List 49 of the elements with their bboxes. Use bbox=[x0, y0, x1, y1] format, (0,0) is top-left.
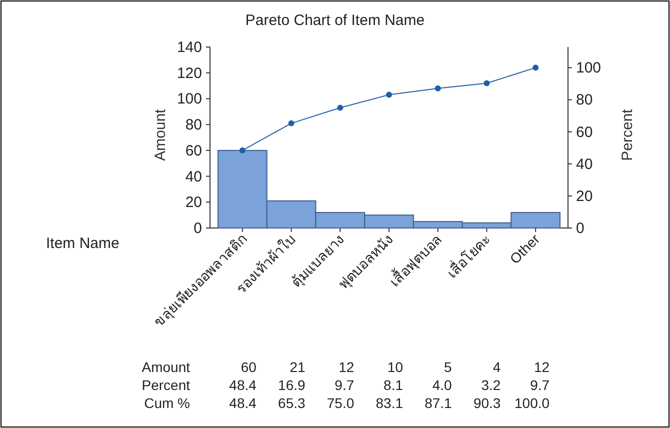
data-label: 75.0 bbox=[326, 395, 354, 411]
x-axis-title: Item Name bbox=[46, 235, 120, 252]
data-label: 100.0 bbox=[514, 395, 550, 411]
y2-tick-label: 0 bbox=[576, 220, 584, 237]
y-tick-label: 100 bbox=[176, 90, 202, 108]
data-label: 60 bbox=[240, 359, 257, 375]
data-label: 83.1 bbox=[376, 395, 404, 411]
data-label: 90.3 bbox=[473, 395, 501, 411]
y-tick-label: 0 bbox=[194, 220, 202, 237]
text: 16.9 bbox=[278, 377, 306, 393]
text: 4.0 bbox=[432, 377, 452, 393]
text: Cum % bbox=[144, 395, 190, 411]
point bbox=[386, 92, 392, 98]
data-label: 12 bbox=[534, 359, 550, 375]
y-tick-label: 80 bbox=[185, 116, 202, 134]
data-label: 10 bbox=[387, 359, 404, 375]
y2-tick-label: 80 bbox=[576, 92, 593, 109]
text: Percent bbox=[142, 377, 190, 393]
point bbox=[337, 104, 344, 111]
data-label: 12 bbox=[338, 359, 354, 375]
data-label: 48.4 bbox=[229, 395, 257, 411]
data-label: 5 bbox=[444, 359, 452, 375]
chart-title: Pareto Chart of Item Name bbox=[245, 12, 425, 29]
point bbox=[484, 80, 490, 86]
y2-tick-label: 20 bbox=[576, 188, 593, 205]
text: 48.4 bbox=[229, 377, 257, 393]
y2-tick-label: 40 bbox=[576, 156, 593, 173]
y-tick-label: 60 bbox=[185, 142, 202, 160]
point bbox=[532, 64, 539, 71]
text: 9.7 bbox=[334, 377, 354, 393]
data-label: 21 bbox=[290, 359, 306, 375]
y-tick-label: 40 bbox=[185, 168, 202, 186]
data-label: 87.1 bbox=[424, 395, 452, 411]
point bbox=[288, 120, 294, 126]
y-tick-label: 20 bbox=[185, 194, 202, 212]
data-label: 4 bbox=[492, 359, 501, 375]
y2-tick-label: 60 bbox=[576, 124, 593, 141]
point bbox=[434, 85, 441, 92]
text: 9.7 bbox=[530, 377, 550, 393]
text: 3.2 bbox=[481, 377, 501, 393]
y2-tick-label: 100 bbox=[576, 60, 602, 77]
text: Amount bbox=[142, 359, 190, 375]
data-label: 65.3 bbox=[278, 395, 306, 411]
text: 8.1 bbox=[384, 377, 404, 393]
y-axis-title: Amount bbox=[152, 108, 169, 161]
y-tick-label: 140 bbox=[176, 39, 202, 56]
y-tick-label: 120 bbox=[176, 64, 202, 82]
y2-axis-title: Percent bbox=[619, 108, 636, 161]
point bbox=[239, 147, 246, 154]
